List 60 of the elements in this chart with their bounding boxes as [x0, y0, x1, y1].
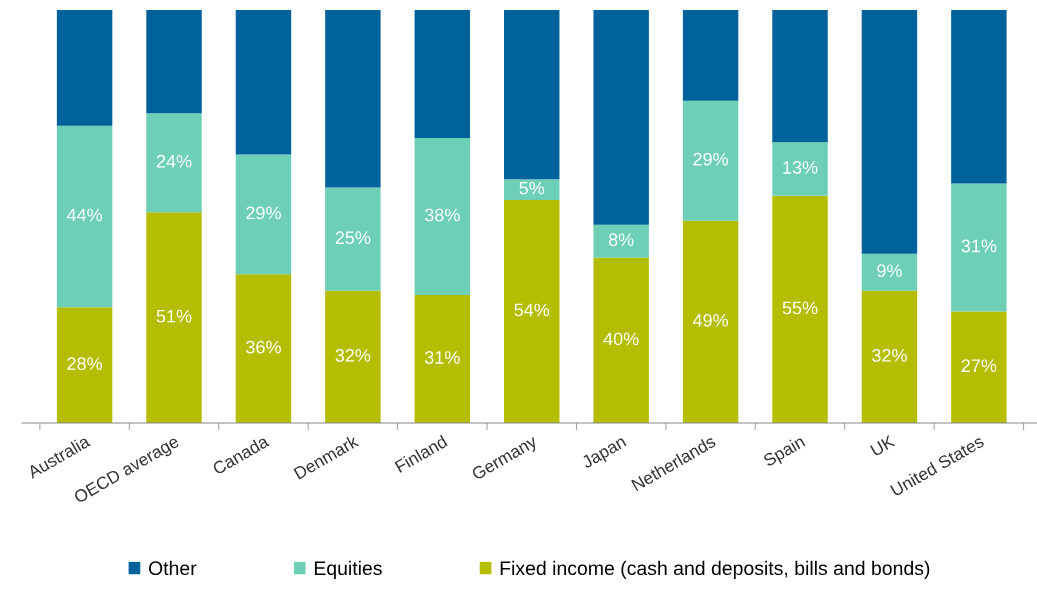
bar — [682, 100, 739, 221]
bar — [682, 10, 739, 101]
data-label: 5% — [519, 181, 545, 195]
x-tick-label: Spain — [762, 434, 808, 470]
bar — [146, 10, 202, 114]
data-label: 9% — [877, 264, 902, 278]
bar — [861, 253, 918, 291]
data-label: 27% — [961, 359, 997, 373]
bar — [325, 10, 381, 188]
bar — [414, 138, 471, 295]
bar — [325, 290, 381, 423]
bar — [414, 294, 471, 423]
bar — [593, 10, 649, 225]
data-label: 13% — [783, 161, 818, 174]
data-label: 32% — [335, 348, 371, 362]
data-label: 54% — [514, 303, 550, 317]
data-label: 55% — [782, 301, 818, 315]
bar — [235, 154, 292, 275]
bar — [414, 10, 471, 139]
bar — [56, 307, 113, 423]
bar — [235, 10, 292, 155]
data-label: 31% — [424, 351, 460, 364]
data-label: 40% — [603, 332, 639, 346]
bar — [772, 195, 828, 423]
data-label: 32% — [872, 348, 907, 362]
data-label: 29% — [246, 206, 281, 220]
data-label: 8% — [608, 233, 634, 247]
bar — [951, 10, 1007, 184]
bar — [772, 142, 828, 196]
bar — [861, 290, 918, 423]
data-label: 44% — [66, 208, 103, 222]
legend-label: Equities — [314, 560, 382, 579]
bar — [504, 10, 560, 180]
data-label: 49% — [692, 313, 729, 327]
data-label: 29% — [693, 152, 729, 166]
data-label: 25% — [335, 231, 371, 245]
bar — [504, 179, 560, 200]
x-tick-label: UK — [870, 434, 896, 457]
bar — [146, 113, 202, 213]
bar — [682, 220, 739, 423]
bar — [951, 311, 1007, 423]
data-label: 36% — [246, 340, 281, 354]
bar — [56, 10, 113, 126]
data-label: 31% — [961, 239, 997, 253]
data-label: 24% — [156, 154, 192, 168]
bar — [146, 212, 202, 423]
bar — [325, 187, 381, 291]
data-label: 51% — [156, 309, 192, 323]
bar — [951, 183, 1007, 312]
legend-label: Fixed income (cash and deposits, bills and bonds) — [500, 560, 930, 579]
bar — [235, 274, 292, 423]
data-label: 38% — [424, 208, 460, 222]
bar — [504, 199, 560, 423]
bar — [593, 224, 649, 258]
legend-label: Other — [148, 560, 197, 576]
bar — [56, 125, 113, 308]
bar — [772, 10, 828, 143]
bar — [861, 10, 918, 254]
data-label: 28% — [67, 357, 103, 371]
bar — [593, 257, 649, 423]
